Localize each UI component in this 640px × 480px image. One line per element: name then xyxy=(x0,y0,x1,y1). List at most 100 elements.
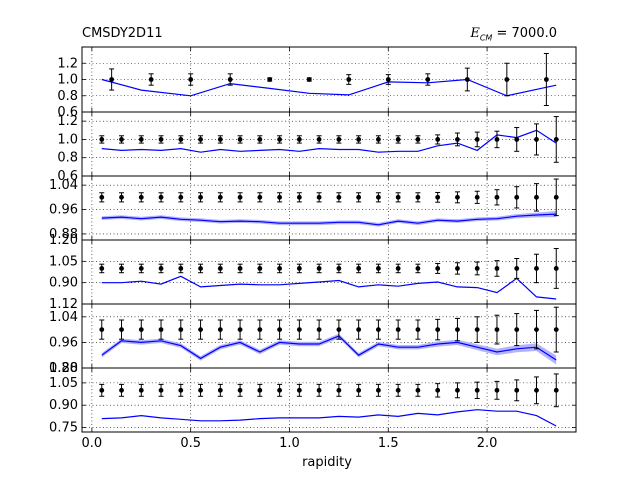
energy-subscript: CM xyxy=(479,33,493,43)
data-point xyxy=(474,387,480,393)
x-tick-label: 1.0 xyxy=(279,436,300,451)
y-tick-label: 0.96 xyxy=(49,335,78,350)
data-point xyxy=(257,327,263,332)
data-point xyxy=(376,387,381,393)
data-point xyxy=(119,327,124,332)
data-point xyxy=(504,77,510,82)
data-point xyxy=(198,327,203,332)
energy-value: = 7000.0 xyxy=(496,26,557,41)
data-point xyxy=(494,137,500,142)
data-point xyxy=(138,137,144,142)
data-point xyxy=(296,387,302,393)
data-point xyxy=(277,137,282,142)
panel-frame xyxy=(81,239,577,305)
mc-prediction-line xyxy=(101,78,557,97)
data-point xyxy=(188,77,194,82)
data-point xyxy=(346,77,352,82)
data-point xyxy=(257,387,263,393)
data-point xyxy=(138,327,144,332)
data-point xyxy=(99,387,105,393)
y-tick-label: 1.2 xyxy=(57,114,78,129)
plot-title: CMSDY2D11 xyxy=(82,26,163,41)
data-point xyxy=(237,137,243,142)
data-point xyxy=(178,327,184,332)
data-point xyxy=(138,194,144,200)
data-point xyxy=(553,137,559,142)
x-tick-label: 0.5 xyxy=(180,436,201,451)
data-point xyxy=(267,77,273,82)
data-point xyxy=(435,327,441,332)
x-axis-label: rapidity xyxy=(302,455,352,470)
data-point xyxy=(217,266,223,271)
data-point xyxy=(514,266,520,271)
data-point xyxy=(237,387,243,393)
x-tick-label: 2.0 xyxy=(477,436,498,451)
data-point xyxy=(119,387,124,393)
y-tick-label: 0.90 xyxy=(49,276,78,291)
data-point xyxy=(296,327,302,332)
data-point xyxy=(336,194,342,200)
data-point xyxy=(435,194,441,200)
panel-frame xyxy=(81,303,577,369)
y-tick-label: 1.12 xyxy=(49,297,78,312)
data-point xyxy=(395,327,401,332)
y-tick-label: 0.6 xyxy=(57,169,78,184)
data-point xyxy=(119,194,124,200)
data-point xyxy=(474,137,480,142)
data-point xyxy=(237,327,243,332)
data-point xyxy=(178,137,184,142)
y-tick-label: 1.05 xyxy=(49,376,78,391)
data-point xyxy=(237,194,243,200)
data-point xyxy=(425,77,431,82)
mc-prediction-line xyxy=(101,335,557,361)
data-point xyxy=(277,266,282,271)
x-tick-label: 0.0 xyxy=(82,436,103,451)
data-point xyxy=(198,266,203,271)
data-point xyxy=(178,266,184,271)
data-point xyxy=(553,266,559,271)
y-tick-label: 0.90 xyxy=(49,398,78,413)
data-point xyxy=(277,327,282,332)
data-point xyxy=(217,387,223,393)
y-tick-label: 0.88 xyxy=(49,227,78,242)
data-point xyxy=(99,194,105,200)
y-tick-label: 1.04 xyxy=(49,310,78,325)
y-tick-label: 1.20 xyxy=(49,361,78,376)
data-point xyxy=(415,266,421,271)
data-point xyxy=(514,327,520,332)
data-point xyxy=(198,137,203,142)
data-point xyxy=(494,266,500,271)
y-tick-label: 0.88 xyxy=(49,361,78,376)
mc-prediction-line xyxy=(101,213,557,226)
data-point xyxy=(296,137,302,142)
y-tick-label: 0.6 xyxy=(57,105,78,120)
data-point xyxy=(455,327,460,332)
data-point xyxy=(415,194,421,200)
data-point xyxy=(395,194,401,200)
x-tick-label: 1.5 xyxy=(378,436,399,451)
data-point xyxy=(336,327,342,332)
data-point xyxy=(474,327,480,332)
panel-frame xyxy=(81,111,577,177)
data-point xyxy=(306,77,312,82)
data-point xyxy=(385,77,391,82)
y-tick-label: 1.04 xyxy=(49,178,78,193)
data-point xyxy=(376,194,381,200)
data-point xyxy=(99,137,105,142)
data-point xyxy=(138,387,144,393)
data-point xyxy=(316,327,322,332)
data-point xyxy=(158,387,164,393)
data-point xyxy=(257,137,263,142)
data-point xyxy=(148,77,154,82)
data-point xyxy=(534,266,539,271)
data-point xyxy=(257,266,263,271)
data-point xyxy=(99,327,105,332)
data-point xyxy=(494,387,500,393)
data-point xyxy=(435,387,441,393)
data-point xyxy=(109,77,115,82)
data-point xyxy=(376,137,381,142)
y-tick-label: 0.75 xyxy=(49,421,78,436)
data-point xyxy=(514,194,520,200)
data-point xyxy=(316,194,322,200)
data-point xyxy=(415,137,421,142)
